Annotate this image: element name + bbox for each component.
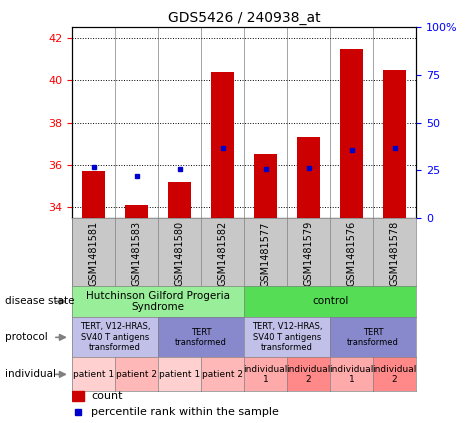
Bar — [72, 391, 84, 401]
Text: individual: individual — [5, 369, 56, 379]
Bar — [297, 137, 320, 218]
Text: disease state: disease state — [5, 297, 74, 306]
Text: GSM1481578: GSM1481578 — [390, 221, 400, 286]
Text: TERT, V12-HRAS,
SV40 T antigens
transformed: TERT, V12-HRAS, SV40 T antigens transfor… — [80, 322, 150, 352]
Text: patient 1: patient 1 — [73, 370, 114, 379]
Text: GSM1481583: GSM1481583 — [132, 221, 142, 286]
Bar — [125, 205, 148, 218]
Text: individual
1: individual 1 — [244, 365, 288, 384]
Text: individual
2: individual 2 — [372, 365, 417, 384]
Text: TERT
transformed: TERT transformed — [175, 328, 227, 347]
Bar — [254, 154, 278, 218]
Title: GDS5426 / 240938_at: GDS5426 / 240938_at — [168, 11, 320, 25]
Bar — [211, 72, 234, 218]
Bar — [383, 70, 406, 218]
Text: GSM1481577: GSM1481577 — [260, 221, 271, 287]
Text: GSM1481579: GSM1481579 — [304, 221, 314, 286]
Text: patient 2: patient 2 — [202, 370, 243, 379]
Text: control: control — [312, 297, 348, 306]
Text: percentile rank within the sample: percentile rank within the sample — [91, 407, 279, 417]
Text: Hutchinson Gilford Progeria
Syndrome: Hutchinson Gilford Progeria Syndrome — [86, 291, 230, 312]
Text: GSM1481580: GSM1481580 — [174, 221, 185, 286]
Text: GSM1481581: GSM1481581 — [88, 221, 99, 286]
Bar — [340, 49, 364, 218]
Text: TERT, V12-HRAS,
SV40 T antigens
transformed: TERT, V12-HRAS, SV40 T antigens transfor… — [252, 322, 322, 352]
Bar — [168, 182, 192, 218]
Bar — [82, 171, 106, 218]
Text: TERT
transformed: TERT transformed — [347, 328, 399, 347]
Text: count: count — [91, 391, 122, 401]
Text: individual
1: individual 1 — [330, 365, 374, 384]
Text: GSM1481582: GSM1481582 — [218, 221, 228, 286]
Text: individual
2: individual 2 — [286, 365, 331, 384]
Text: patient 1: patient 1 — [159, 370, 200, 379]
Text: protocol: protocol — [5, 332, 47, 342]
Text: GSM1481576: GSM1481576 — [346, 221, 357, 286]
Text: patient 2: patient 2 — [116, 370, 157, 379]
